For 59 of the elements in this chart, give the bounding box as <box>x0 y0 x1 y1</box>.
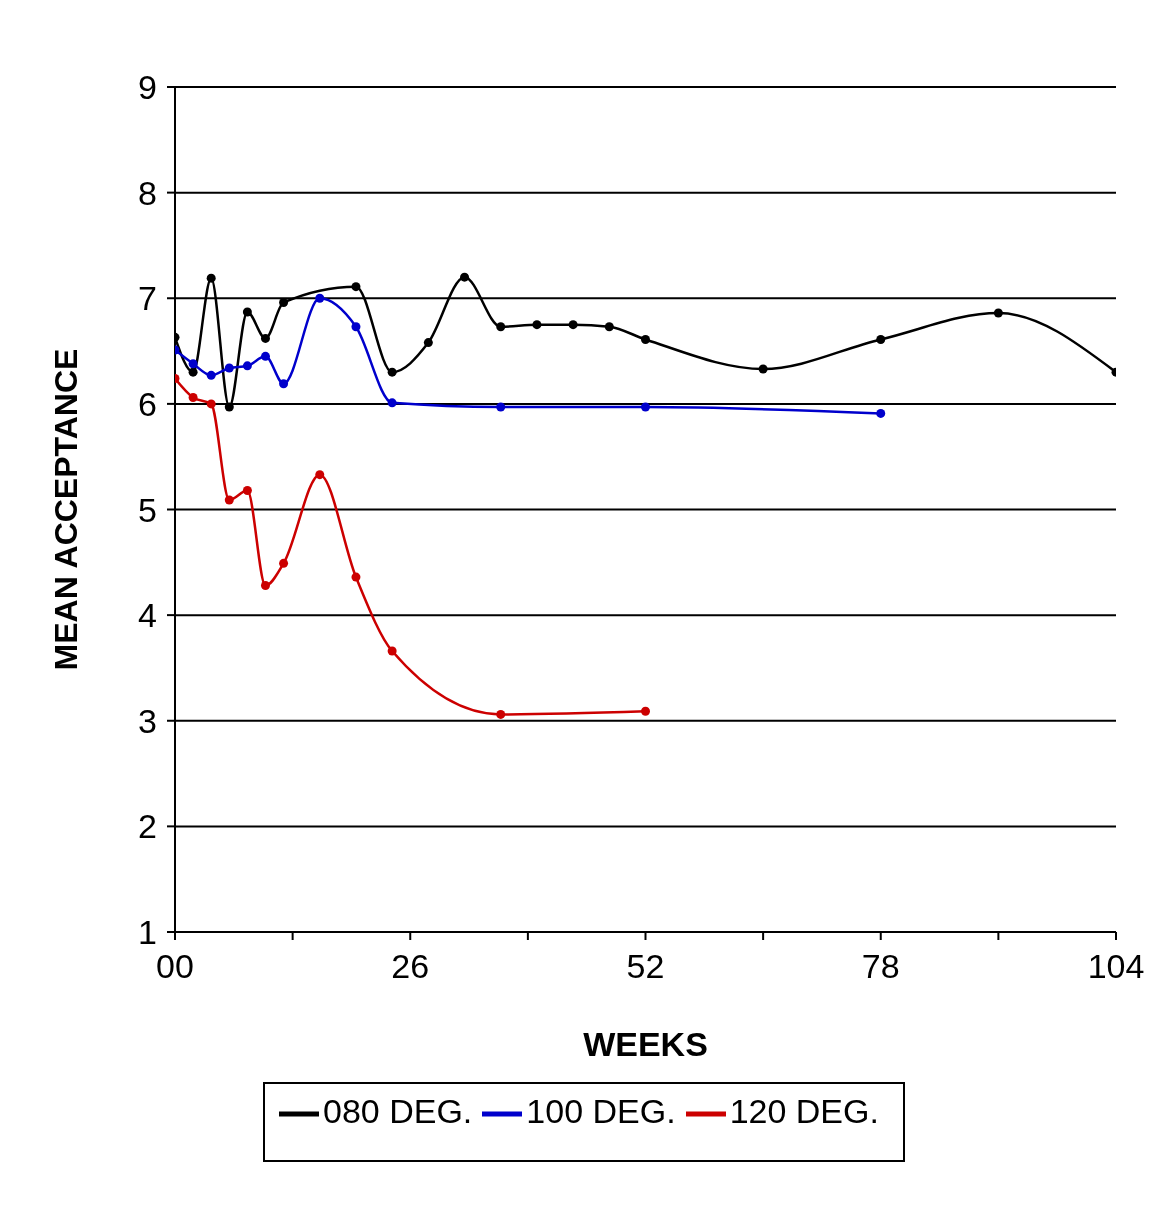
point <box>206 399 216 409</box>
y-axis-title: MEAN ACCEPTANCE <box>48 348 85 671</box>
point <box>641 402 650 412</box>
legend-label: 120 DEG. <box>729 1092 879 1130</box>
point <box>279 379 289 389</box>
point <box>315 293 325 303</box>
x-tick-label: 26 <box>391 947 430 986</box>
point <box>260 351 270 361</box>
point <box>260 333 270 343</box>
point <box>387 398 397 408</box>
point <box>876 334 886 344</box>
y-tick-label: 3 <box>138 701 157 740</box>
x-tick-label: 00 <box>156 947 194 986</box>
point <box>387 646 397 656</box>
x-tick-label: 78 <box>861 947 900 986</box>
y-tick-label: 1 <box>138 913 157 952</box>
point <box>224 495 234 505</box>
point <box>604 322 614 332</box>
y-tick-label: 7 <box>138 279 157 318</box>
y-tick-label: 2 <box>138 807 157 846</box>
y-tick-label: 6 <box>138 384 157 423</box>
point <box>423 338 433 348</box>
legend-label: 100 DEG. <box>526 1092 676 1130</box>
point <box>315 470 325 480</box>
point <box>351 322 361 332</box>
point <box>351 282 361 292</box>
point <box>496 322 506 332</box>
point <box>496 709 506 719</box>
point <box>188 393 198 403</box>
point <box>993 308 1003 318</box>
point <box>351 572 361 582</box>
point <box>242 361 252 371</box>
point <box>460 272 470 282</box>
x-tick-label: 52 <box>626 947 665 986</box>
point <box>496 402 506 412</box>
point <box>387 367 397 377</box>
point <box>188 359 198 369</box>
point <box>532 320 542 330</box>
point <box>242 485 252 495</box>
x-axis-title: WEEKS <box>583 1025 708 1064</box>
point <box>188 367 198 377</box>
point <box>641 706 650 716</box>
point <box>279 558 289 568</box>
point <box>641 334 650 344</box>
point <box>876 408 886 418</box>
y-tick-label: 4 <box>138 596 157 635</box>
point <box>206 370 216 380</box>
point <box>242 307 252 317</box>
point <box>260 581 270 591</box>
x-tick-label: 104 <box>1087 947 1145 986</box>
point <box>224 402 234 412</box>
point <box>224 363 234 373</box>
point <box>206 273 216 283</box>
y-tick-label: 8 <box>138 173 157 212</box>
point <box>568 320 578 330</box>
y-tick-label: 9 <box>138 68 157 107</box>
point <box>758 364 768 374</box>
y-tick-label: 5 <box>138 490 157 529</box>
legend-label: 080 DEG. <box>323 1092 473 1130</box>
